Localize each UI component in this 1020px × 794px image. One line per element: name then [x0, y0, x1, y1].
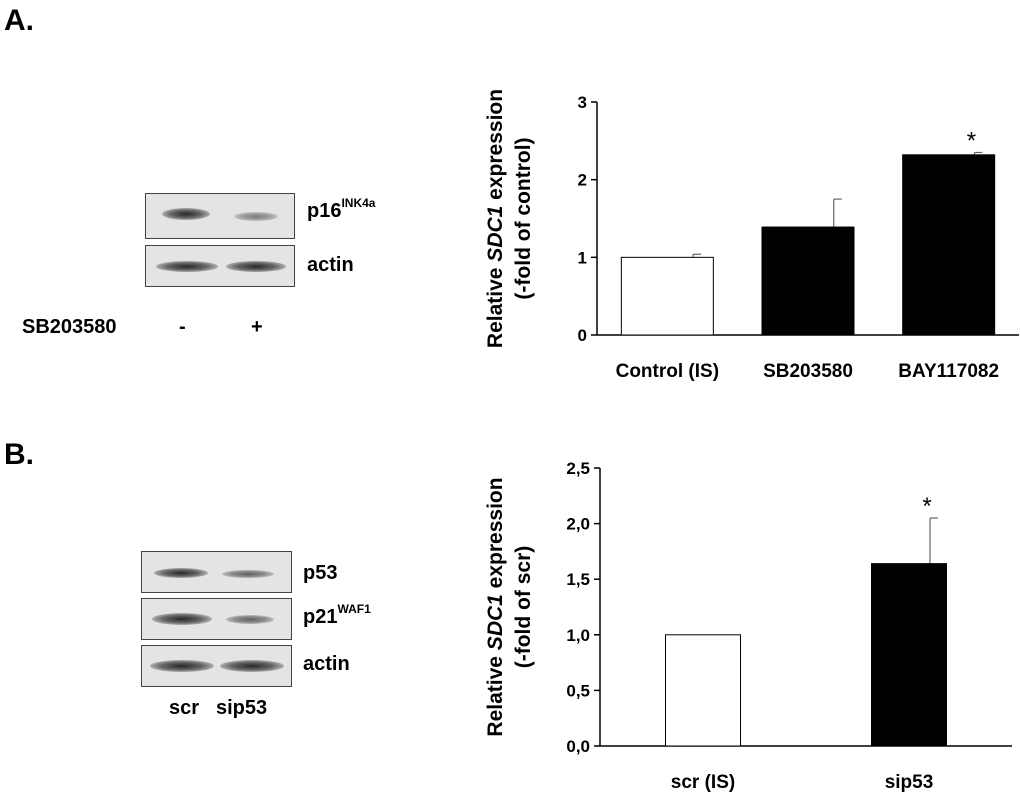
chart-b-y-tick-label: 0,5: [566, 681, 590, 700]
chart-b-bar: [871, 563, 947, 747]
chart-b-y-tick-label: 1,5: [566, 570, 590, 589]
chart-b-bar: [665, 634, 741, 747]
blot-a-row-label-p16: p16INK4a: [307, 196, 376, 222]
chart-b-y-tick-label: 0,0: [566, 737, 590, 756]
chart-a-y-tick-label: 1: [578, 248, 587, 267]
chart-b-y-tick-label: 2,0: [566, 515, 590, 534]
chart-b-y-tick-label: 1,0: [566, 626, 590, 645]
panel-b-label: B.: [4, 438, 34, 471]
blot-a-p16-strip: [145, 193, 295, 239]
blot-a-lane-minus: -: [179, 316, 186, 338]
blot-b-p53-strip: [141, 551, 292, 593]
blot-b-actin-band-lane1: [150, 660, 214, 672]
blot-b-p21-band-lane2: [226, 615, 274, 624]
chart-a-bar: [620, 256, 714, 336]
chart-a-y-tick-label: 0: [578, 326, 587, 345]
blot-b-actin-band-lane2: [220, 660, 284, 672]
chart-a-category-label: Control (IS): [616, 361, 719, 382]
blot-a-actin-band-lane2: [226, 261, 286, 272]
blot-b-row-label-p53: p53: [303, 562, 338, 584]
blot-b-lane-scr: scr: [169, 697, 200, 719]
chart-b-significance-marker: *: [922, 493, 931, 520]
blot-a-treatment-label: SB203580: [22, 316, 117, 338]
blot-b-lane-sip53: sip53: [216, 697, 268, 719]
chart-a-significance-marker: *: [967, 127, 976, 154]
chart-a-y-axis-title: Relative SDC1 expression: [484, 89, 507, 348]
blot-b-row-label-actin: actin: [303, 653, 350, 675]
chart-b-y-tick-label: 2,5: [566, 459, 590, 478]
chart-b-category-label: scr (IS): [671, 772, 735, 793]
chart-a-y-axis-subtitle: (-fold of control): [512, 137, 535, 299]
chart-a-y-tick-label: 3: [578, 93, 587, 112]
panel-a-label: A.: [4, 4, 34, 37]
chart-a-bar: [902, 154, 996, 336]
chart-a-category-label: BAY117082: [898, 361, 999, 382]
chart-a-bar: [761, 226, 855, 336]
blot-a-actin-strip: [145, 245, 295, 287]
chart-b-y-axis-subtitle: (-fold of scr): [512, 546, 535, 668]
chart-b-category-label: sip53: [885, 772, 934, 793]
chart-b-y-axis-title: Relative SDC1 expression: [484, 477, 507, 736]
blot-b-actin-strip: [141, 645, 292, 687]
blot-a-lane-plus: +: [251, 316, 263, 338]
blot-a-row-label-actin: actin: [307, 254, 354, 276]
blot-b-p21-strip: [141, 598, 292, 640]
blot-b-p53-band-lane1: [154, 568, 208, 578]
blot-b-p21-band-lane1: [152, 613, 212, 625]
chart-a-y-tick-label: 2: [578, 171, 587, 190]
blot-b-row-label-p21: p21WAF1: [303, 602, 371, 628]
blot-a-actin-band-lane1: [156, 261, 218, 272]
blot-a-p16-band-lane1: [162, 208, 210, 220]
blot-a-p16-band-lane2: [234, 212, 278, 221]
chart-a-category-label: SB203580: [763, 361, 853, 382]
blot-b-p53-band-lane2: [222, 570, 274, 578]
